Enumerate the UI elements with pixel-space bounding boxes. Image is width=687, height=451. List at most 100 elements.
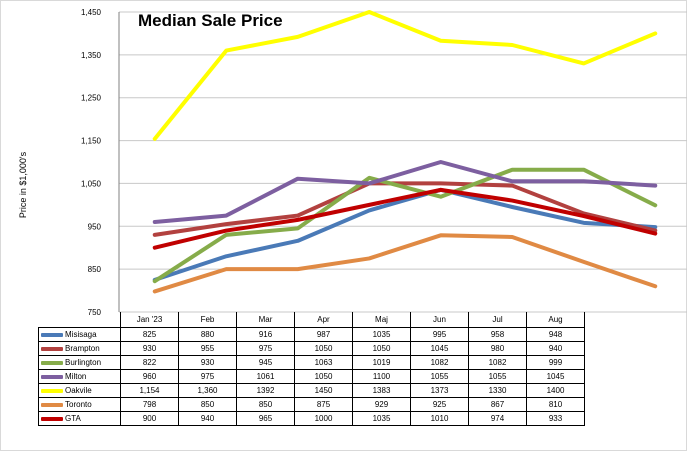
series-name: Burlington <box>65 358 102 367</box>
series-line-oakvile <box>152 10 658 141</box>
data-label: 1000 <box>294 411 353 426</box>
data-label: 1450 <box>294 383 353 398</box>
data-label: 925 <box>410 397 469 412</box>
y-tick-label: 1,450 <box>81 8 102 17</box>
series-name: GTA <box>65 414 81 423</box>
data-label: 930 <box>120 341 179 356</box>
data-table: Jan '23 Feb Mar Apr Maj Jun Jul Aug Misisaga 825 8… <box>38 312 585 426</box>
data-label: 1100 <box>352 369 411 384</box>
series-name: Brampton <box>65 344 100 353</box>
legend-key <box>41 360 63 365</box>
chart-title: Median Sale Price <box>138 11 283 30</box>
series-name: Oakvile <box>65 386 92 395</box>
data-label: 999 <box>526 355 585 370</box>
data-label: 965 <box>236 411 295 426</box>
data-label: 916 <box>236 327 295 342</box>
data-label: 798 <box>120 397 179 412</box>
legend-entry: Burlington <box>38 355 121 370</box>
data-label: 933 <box>526 411 585 426</box>
data-label: 980 <box>468 341 527 356</box>
data-label: 1061 <box>236 369 295 384</box>
table-row: Toronto 798 850 850 875 929 925 867 810 <box>38 397 585 412</box>
legend-key <box>41 346 63 351</box>
data-label: 995 <box>410 327 469 342</box>
y-tick-label: 1,150 <box>81 137 102 146</box>
legend-entry: Toronto <box>38 397 121 412</box>
data-label: 1050 <box>294 369 353 384</box>
table-row: Burlington 822 930 945 1063 1019 1082 1082 999 <box>38 355 585 370</box>
data-label: 822 <box>120 355 179 370</box>
data-label: 955 <box>178 341 237 356</box>
data-label: 948 <box>526 327 585 342</box>
data-label: 1,154 <box>120 383 179 398</box>
y-tick-label: 1,350 <box>81 51 102 60</box>
table-row: Oakvile 1,154 1,360 1392 1450 1383 1373 1330 140… <box>38 383 585 398</box>
data-label: 1330 <box>468 383 527 398</box>
legend-entry: Milton <box>38 369 121 384</box>
data-label: 850 <box>236 397 295 412</box>
data-label: 1045 <box>526 369 585 384</box>
series-name: Toronto <box>65 400 92 409</box>
x-tick-label: Mar <box>236 312 295 328</box>
data-label: 1383 <box>352 383 411 398</box>
y-tick-label: 850 <box>88 265 102 274</box>
data-label: 867 <box>468 397 527 412</box>
data-label: 945 <box>236 355 295 370</box>
x-tick-label: Jul <box>468 312 527 328</box>
data-label: 974 <box>468 411 527 426</box>
series-line-milton <box>152 160 658 224</box>
data-label: 1035 <box>352 411 411 426</box>
data-label: 1063 <box>294 355 353 370</box>
x-tick-label: Aug <box>526 312 585 328</box>
data-label: 940 <box>526 341 585 356</box>
legend-entry: Oakvile <box>38 383 121 398</box>
data-label: 810 <box>526 397 585 412</box>
series-line-burlington <box>152 167 658 284</box>
series-name: Misisaga <box>65 330 97 339</box>
legend-entry: Misisaga <box>38 327 121 342</box>
x-tick-label: Jan '23 <box>120 312 179 328</box>
data-label: 850 <box>178 397 237 412</box>
legend-key <box>41 374 63 379</box>
data-label: 1055 <box>410 369 469 384</box>
x-tick-label: Apr <box>294 312 353 328</box>
data-label: 825 <box>120 327 179 342</box>
data-label: 1082 <box>410 355 469 370</box>
data-label: 1010 <box>410 411 469 426</box>
data-label: 900 <box>120 411 179 426</box>
data-label: 975 <box>236 341 295 356</box>
data-label: 930 <box>178 355 237 370</box>
data-label: 940 <box>178 411 237 426</box>
data-label: 1045 <box>410 341 469 356</box>
legend-key <box>41 388 63 393</box>
data-label: 1055 <box>468 369 527 384</box>
y-tick-label: 1,250 <box>81 94 102 103</box>
legend-key <box>41 416 63 421</box>
data-label: 875 <box>294 397 353 412</box>
data-label: 880 <box>178 327 237 342</box>
data-label: 1082 <box>468 355 527 370</box>
y-tick-label: 1,050 <box>81 179 102 188</box>
table-row: Brampton 930 955 975 1050 1050 1045 980 940 <box>38 341 585 356</box>
data-label: 929 <box>352 397 411 412</box>
series-line-brampton <box>152 181 658 237</box>
data-label: 1050 <box>294 341 353 356</box>
series-line-gta <box>152 187 658 250</box>
table-row: GTA 900 940 965 1000 1035 1010 974 933 <box>38 411 585 426</box>
data-label: 1,360 <box>178 383 237 398</box>
x-tick-label: Maj <box>352 312 411 328</box>
data-label: 1392 <box>236 383 295 398</box>
series-line-misisaga <box>152 187 658 282</box>
legend-key <box>41 332 63 337</box>
data-label: 987 <box>294 327 353 342</box>
table-row: Milton 960 975 1061 1050 1100 1055 1055 1045 <box>38 369 585 384</box>
data-label: 975 <box>178 369 237 384</box>
table-corner <box>38 312 121 328</box>
data-label: 1035 <box>352 327 411 342</box>
data-label: 960 <box>120 369 179 384</box>
y-tick-label: 950 <box>88 222 102 231</box>
series-name: Milton <box>65 372 87 381</box>
x-tick-label: Feb <box>178 312 237 328</box>
data-label: 1019 <box>352 355 411 370</box>
